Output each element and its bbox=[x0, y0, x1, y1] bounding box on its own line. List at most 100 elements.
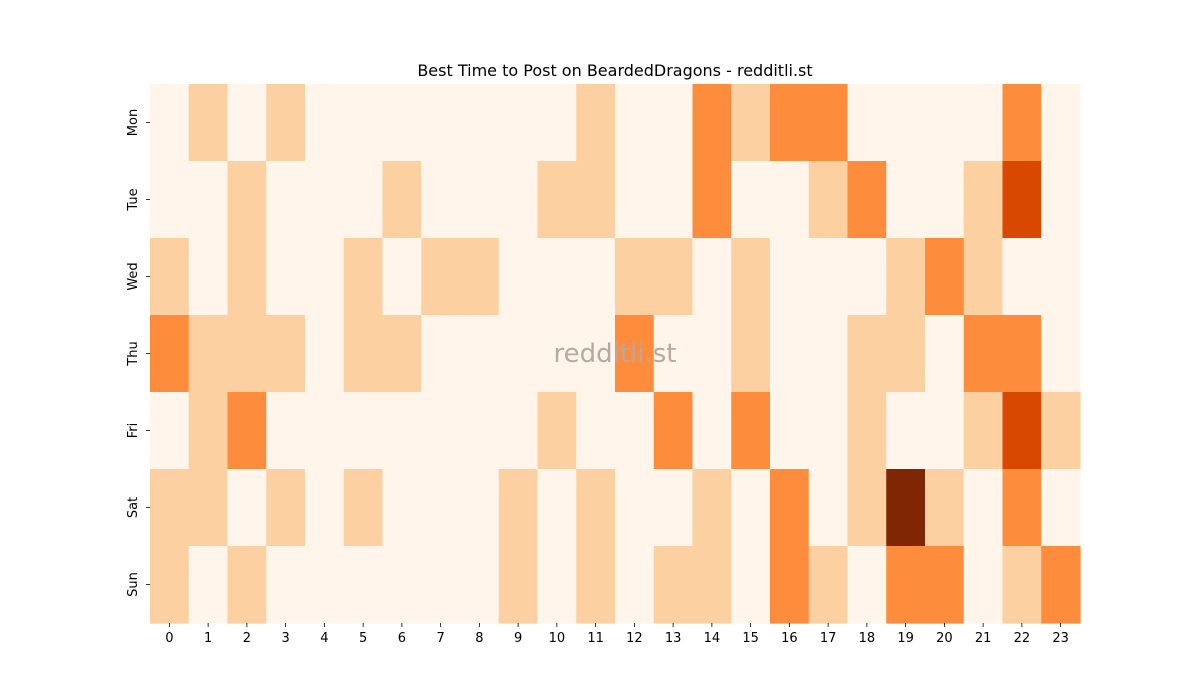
heatmap-cell bbox=[731, 546, 771, 624]
heatmap-cell bbox=[188, 238, 229, 316]
chart-title: Best Time to Post on BeardedDragons - re… bbox=[417, 61, 812, 80]
heatmap-cell bbox=[808, 546, 849, 624]
heatmap-cell bbox=[731, 84, 771, 162]
heatmap-cell bbox=[808, 84, 849, 162]
heatmap-cell bbox=[615, 84, 655, 162]
heatmap-cell bbox=[576, 546, 616, 624]
heatmap-cell bbox=[498, 315, 539, 393]
heatmap-cell bbox=[1002, 392, 1042, 470]
heatmap-cell bbox=[731, 469, 771, 547]
heatmap-cell bbox=[808, 161, 849, 239]
heatmap-cell bbox=[188, 546, 229, 624]
heatmap-cell bbox=[460, 315, 500, 393]
heatmap-cell bbox=[1041, 238, 1081, 316]
heatmap-cell bbox=[421, 392, 461, 470]
heatmap-cell bbox=[498, 84, 539, 162]
heatmap-cell bbox=[770, 238, 810, 316]
heatmap-cell bbox=[421, 469, 461, 547]
heatmap-cell bbox=[498, 469, 539, 547]
heatmap-cell bbox=[692, 315, 732, 393]
watermark-text: redditli.st bbox=[554, 339, 677, 369]
x-tick-label: 19 bbox=[897, 631, 914, 646]
heatmap-cell bbox=[227, 469, 267, 547]
heatmap-cell bbox=[576, 161, 616, 239]
heatmap-cell bbox=[460, 84, 500, 162]
heatmap-cell bbox=[305, 469, 345, 547]
heatmap-cell bbox=[460, 161, 500, 239]
heatmap-cell bbox=[460, 238, 500, 316]
heatmap-cell bbox=[731, 392, 771, 470]
heatmap-cell bbox=[460, 546, 500, 624]
heatmap-cell bbox=[770, 84, 810, 162]
heatmap-cell bbox=[692, 392, 732, 470]
heatmap-cells bbox=[150, 84, 1081, 624]
heatmap-cell bbox=[227, 392, 267, 470]
x-axis: 0 1 2 3 4 5 6 7 8 9 10 11 12 13 14 15 16 17 18 19 20 21 22 23 bbox=[165, 623, 1069, 646]
heatmap-cell bbox=[305, 84, 345, 162]
heatmap-cell bbox=[343, 546, 384, 624]
heatmap-cell bbox=[382, 161, 422, 239]
heatmap-cell bbox=[537, 469, 577, 547]
heatmap-cell bbox=[227, 238, 267, 316]
heatmap-cell bbox=[886, 84, 926, 162]
heatmap-cell bbox=[266, 469, 306, 547]
heatmap-cell bbox=[382, 238, 422, 316]
x-tick-label: 10 bbox=[549, 631, 566, 646]
heatmap-cell bbox=[537, 392, 577, 470]
heatmap-cell bbox=[925, 84, 965, 162]
x-tick-label: 20 bbox=[936, 631, 953, 646]
x-tick-label: 16 bbox=[781, 631, 798, 646]
heatmap-cell bbox=[1041, 315, 1081, 393]
heatmap-cell bbox=[731, 238, 771, 316]
heatmap-cell bbox=[615, 161, 655, 239]
heatmap-cell bbox=[886, 238, 926, 316]
heatmap-cell bbox=[227, 546, 267, 624]
heatmap-cell bbox=[963, 469, 1004, 547]
x-tick-label: 18 bbox=[859, 631, 876, 646]
x-tick-label: 6 bbox=[398, 631, 406, 646]
heatmap-cell bbox=[1002, 546, 1042, 624]
heatmap-cell bbox=[770, 469, 810, 547]
heatmap-cell bbox=[382, 546, 422, 624]
heatmap-cell bbox=[498, 392, 539, 470]
heatmap-cell bbox=[615, 469, 655, 547]
heatmap-cell bbox=[576, 392, 616, 470]
heatmap-cell bbox=[150, 546, 190, 624]
x-tick-label: 7 bbox=[436, 631, 444, 646]
heatmap-cell bbox=[150, 161, 190, 239]
heatmap-cell bbox=[382, 392, 422, 470]
heatmap-cell bbox=[498, 238, 539, 316]
heatmap-cell bbox=[808, 315, 849, 393]
heatmap-cell bbox=[1041, 546, 1081, 624]
heatmap-cell bbox=[421, 315, 461, 393]
heatmap-cell bbox=[266, 238, 306, 316]
heatmap-cell bbox=[305, 546, 345, 624]
heatmap-cell bbox=[188, 392, 229, 470]
x-tick-label: 5 bbox=[359, 631, 367, 646]
heatmap-cell bbox=[1041, 469, 1081, 547]
heatmap-cell bbox=[963, 392, 1004, 470]
heatmap-cell bbox=[1002, 315, 1042, 393]
heatmap-cell bbox=[343, 469, 384, 547]
x-tick-label: 1 bbox=[204, 631, 212, 646]
heatmap-cell bbox=[731, 161, 771, 239]
heatmap-cell bbox=[576, 315, 616, 393]
x-tick-label: 23 bbox=[1052, 631, 1069, 646]
x-tick-label: 17 bbox=[820, 631, 837, 646]
heatmap-cell bbox=[808, 392, 849, 470]
heatmap-cell bbox=[537, 315, 577, 393]
heatmap-cell bbox=[615, 392, 655, 470]
heatmap-cell bbox=[963, 315, 1004, 393]
heatmap-cell bbox=[1002, 238, 1042, 316]
y-tick-label: Sat bbox=[126, 497, 141, 518]
heatmap-cell bbox=[305, 238, 345, 316]
heatmap-cell bbox=[305, 315, 345, 393]
x-tick-label: 15 bbox=[742, 631, 759, 646]
heatmap-cell bbox=[537, 546, 577, 624]
heatmap-cell bbox=[150, 469, 190, 547]
heatmap-cell bbox=[847, 238, 887, 316]
heatmap-cell bbox=[382, 315, 422, 393]
y-axis: Mon Tue Wed Thu Fri Sat Sun bbox=[126, 109, 150, 597]
heatmap-cell bbox=[1002, 469, 1042, 547]
x-tick-label: 22 bbox=[1014, 631, 1031, 646]
